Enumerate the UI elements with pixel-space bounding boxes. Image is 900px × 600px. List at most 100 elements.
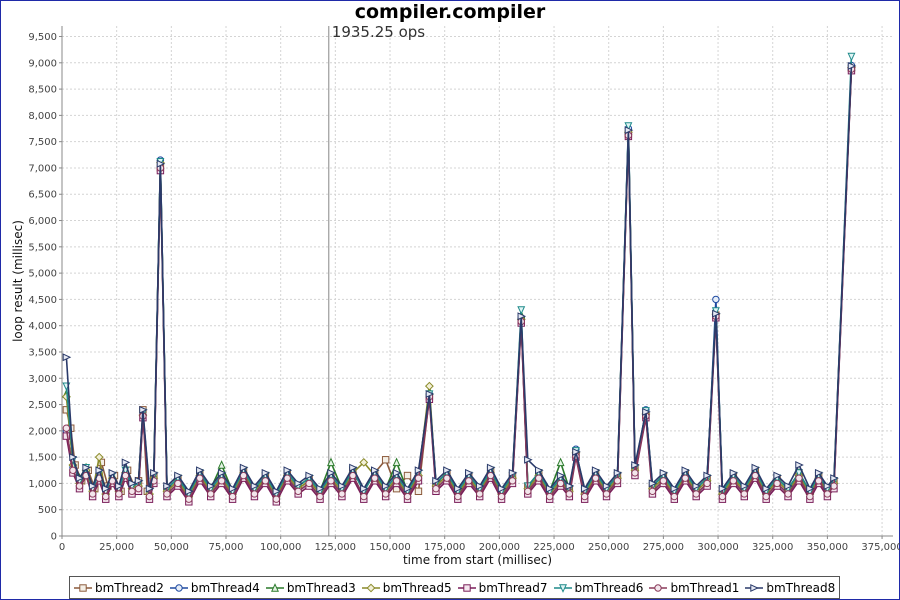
data-point	[250, 490, 259, 498]
data-point	[659, 477, 668, 485]
series-bmThread8	[62, 61, 857, 496]
legend-label: bmThread8	[766, 580, 836, 595]
data-point	[762, 484, 772, 493]
y-tick-label: 3,000	[28, 374, 57, 385]
data-point	[443, 466, 452, 475]
data-point	[217, 477, 226, 485]
data-point	[134, 476, 144, 485]
legend-marker	[750, 583, 760, 592]
data-point	[751, 463, 761, 472]
data-point	[327, 468, 336, 477]
data-point	[381, 456, 390, 464]
legend-label: bmThread6	[574, 580, 644, 595]
data-point	[316, 492, 324, 501]
legend-swatch	[745, 583, 764, 592]
x-tick-label: 325,000	[752, 542, 793, 553]
data-point	[718, 484, 728, 493]
data-point	[703, 479, 711, 488]
data-point	[62, 424, 71, 432]
x-axis-label: time from start (millisec)	[403, 553, 552, 567]
data-point	[670, 492, 679, 501]
data-point	[392, 457, 401, 467]
data-point	[465, 468, 474, 477]
data-point	[115, 482, 124, 491]
data-point	[443, 474, 451, 482]
data-point	[88, 482, 98, 491]
data-point	[631, 469, 639, 477]
data-point	[94, 452, 104, 462]
data-point	[784, 490, 792, 498]
data-point	[718, 492, 727, 501]
data-point	[806, 484, 815, 493]
legend-item: bmThread8	[745, 581, 835, 595]
data-point	[497, 484, 507, 493]
y-tick-label: 5,500	[28, 242, 57, 253]
data-point	[631, 461, 640, 470]
ops-marker-label: 1935.25 ops	[332, 23, 425, 41]
data-point	[712, 295, 720, 304]
data-point	[740, 490, 748, 498]
legend-item: bmThread3	[265, 580, 356, 595]
legend-label: bmThread4	[190, 580, 260, 595]
data-point	[134, 484, 143, 493]
data-point	[572, 447, 581, 456]
data-point	[648, 487, 657, 496]
legend-label: bmThread3	[286, 580, 356, 595]
data-point	[497, 492, 506, 501]
x-tick-label: 0	[59, 542, 65, 553]
y-tick-label: 0	[51, 532, 57, 543]
data-point	[432, 484, 440, 493]
data-point	[272, 487, 282, 496]
data-point	[196, 466, 205, 475]
data-point	[145, 492, 154, 501]
data-point	[75, 482, 84, 490]
data-point	[545, 484, 555, 493]
legend-swatch	[74, 583, 92, 592]
data-point	[108, 468, 118, 477]
data-point	[794, 469, 803, 478]
x-tick-label: 350,000	[807, 542, 848, 553]
legend-swatch	[265, 582, 284, 592]
data-point	[773, 479, 781, 488]
data-point	[128, 479, 137, 488]
data-point	[486, 471, 495, 480]
legend-label: bmThread2	[95, 580, 164, 595]
data-point	[163, 490, 171, 498]
data-point	[207, 490, 215, 498]
data-point	[486, 463, 496, 472]
data-point	[524, 487, 532, 496]
data-point	[82, 463, 91, 472]
y-tick-label: 6,000	[28, 216, 57, 227]
chart-legend: bmThread2 bmThread4 bmThread3 bmThread5 bmTh…	[69, 576, 841, 599]
y-tick-label: 8,500	[28, 85, 57, 96]
data-point	[795, 474, 803, 482]
legend-label: bmThread7	[478, 580, 548, 595]
legend-item: bmThread1	[649, 581, 739, 595]
x-tick-label: 25,000	[99, 542, 134, 553]
data-point	[762, 492, 770, 501]
data-point	[88, 490, 97, 498]
legend-marker	[366, 583, 376, 592]
data-point	[294, 487, 302, 496]
data-point	[681, 474, 689, 482]
legend-marker	[79, 583, 87, 592]
x-tick-label: 375,000	[861, 542, 900, 553]
legend-label: bmThread1	[670, 580, 740, 595]
data-point	[163, 482, 172, 491]
data-point	[602, 482, 612, 491]
data-point	[508, 468, 518, 477]
data-point	[565, 490, 574, 498]
data-point	[272, 495, 281, 503]
data-point	[283, 466, 293, 475]
data-point	[659, 468, 669, 477]
data-point	[703, 471, 713, 480]
legend-item: bmThread4	[169, 580, 260, 595]
x-tick-label: 250,000	[588, 542, 629, 553]
data-point	[432, 476, 441, 485]
legend-swatch	[361, 583, 380, 592]
data-point	[806, 492, 814, 501]
legend-label: bmThread5	[382, 580, 452, 595]
legend-item: bmThread5	[361, 580, 452, 595]
y-tick-label: 2,000	[28, 426, 57, 437]
data-point	[403, 484, 413, 493]
